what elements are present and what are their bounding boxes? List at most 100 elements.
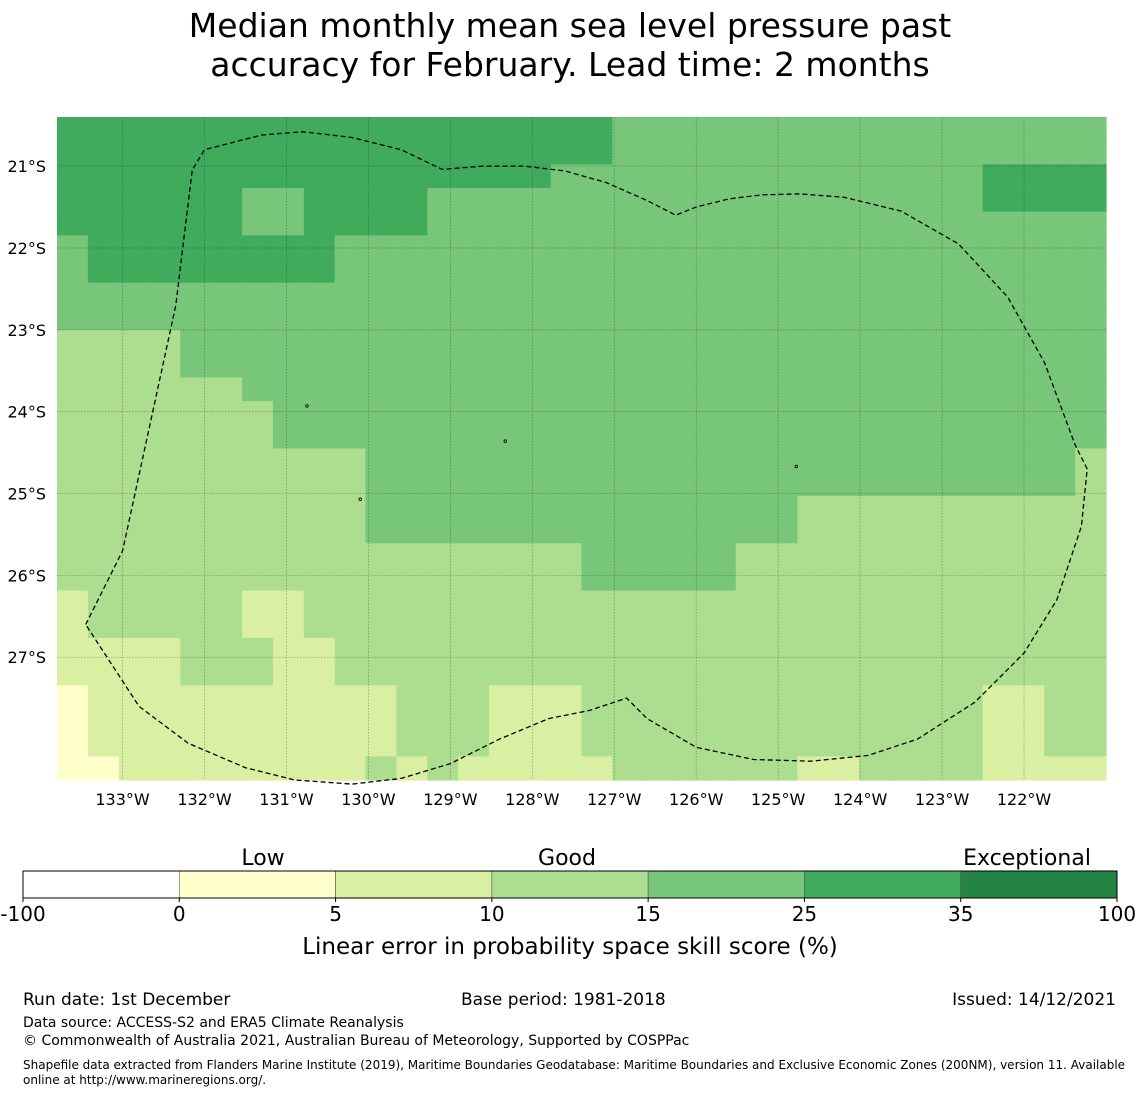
grid-cell [303, 495, 336, 521]
grid-cell [828, 259, 860, 284]
lon-tick-label: 125°W [751, 790, 806, 809]
grid-cell [766, 140, 799, 165]
grid-cell [920, 708, 953, 734]
grid-cell [643, 637, 675, 663]
grid-cell [211, 472, 243, 497]
grid-cell [643, 401, 675, 426]
grid-cell [303, 377, 336, 402]
grid-cell [519, 732, 552, 757]
grid-cell [87, 637, 120, 663]
grid-cell [797, 472, 829, 497]
grid-cell [1075, 637, 1107, 663]
grid-cell [334, 259, 367, 284]
grid-cell [859, 259, 891, 284]
island-outline [794, 464, 798, 469]
grid-cell [334, 590, 367, 615]
grid-cell [272, 377, 305, 402]
grid-cell [704, 519, 737, 544]
grid-cell [766, 543, 799, 568]
grid-cell [581, 188, 613, 213]
grid-cell [427, 448, 459, 473]
grid-cell [149, 590, 182, 615]
grid-cell [1013, 164, 1045, 189]
grid-cell [643, 259, 675, 284]
grid-cell [1013, 353, 1045, 379]
grid-cell [735, 448, 768, 473]
grid-cell [674, 637, 706, 663]
grid-cell [920, 756, 953, 781]
grid-cell [303, 637, 336, 663]
grid-cell [920, 472, 953, 497]
grid-cell [365, 566, 397, 592]
grid-cell [859, 353, 891, 379]
grid-cell [211, 401, 243, 426]
grid-cell [180, 661, 212, 686]
grid-cell [581, 117, 613, 142]
grid-cell [828, 543, 860, 568]
grid-cell [735, 259, 768, 284]
grid-cell [828, 330, 860, 355]
grid-cell [920, 401, 953, 426]
grid-cell [1075, 519, 1107, 544]
grid-cell [396, 282, 428, 308]
grid-cell [982, 330, 1015, 355]
grid-cell [365, 708, 397, 734]
grid-cell [519, 377, 552, 402]
grid-cell [458, 637, 490, 663]
grid-cell [581, 330, 613, 355]
grid-cell [519, 259, 552, 284]
grid-cell [859, 424, 891, 450]
grid-cell [735, 519, 768, 544]
grid-cell [643, 306, 675, 331]
grid-cell [951, 543, 984, 568]
grid-cell [149, 282, 182, 308]
category-label: Good [538, 846, 596, 871]
grid-cell [982, 661, 1015, 686]
grid-cell [242, 448, 274, 473]
grid-cell [458, 401, 490, 426]
grid-cell [211, 306, 243, 331]
grid-cell [57, 495, 89, 521]
grid-cell [427, 211, 459, 236]
grid-cell [550, 259, 583, 284]
grid-cell [57, 353, 89, 379]
grid-cell [766, 732, 799, 757]
grid-cell [519, 117, 552, 142]
grid-cell [211, 259, 243, 284]
grid-cell [735, 140, 768, 165]
grid-cell [828, 495, 860, 521]
grid-cell [458, 495, 490, 521]
grid-cell [859, 211, 891, 236]
grid-cell [1013, 259, 1045, 284]
grid-cell [427, 614, 459, 639]
grid-cell [612, 756, 644, 781]
grid-cell [211, 543, 243, 568]
grid-cell [211, 495, 243, 521]
grid-cell [118, 117, 151, 142]
grid-cell [303, 306, 336, 331]
grid-cell [1075, 661, 1107, 686]
grid-cell [674, 732, 706, 757]
grid-cell [180, 543, 212, 568]
grid-cell [427, 330, 459, 355]
grid-cell [612, 543, 644, 568]
grid-cell [87, 543, 120, 568]
grid-cell [643, 377, 675, 402]
grid-cell [920, 188, 953, 213]
grid-cell [674, 590, 706, 615]
grid-cell [334, 306, 367, 331]
grid-cell [180, 164, 212, 189]
grid-cell [303, 235, 336, 260]
grid-cell [334, 637, 367, 663]
grid-cell [1044, 685, 1076, 710]
grid-cell [149, 211, 182, 236]
grid-cell [643, 282, 675, 308]
grid-cell [674, 330, 706, 355]
grid-cell [242, 164, 274, 189]
grid-cell [1075, 685, 1107, 710]
grid-cell [797, 140, 829, 165]
grid-cell [57, 732, 89, 757]
grid-cell [1075, 282, 1107, 308]
grid-cell [920, 637, 953, 663]
grid-cell [118, 448, 151, 473]
